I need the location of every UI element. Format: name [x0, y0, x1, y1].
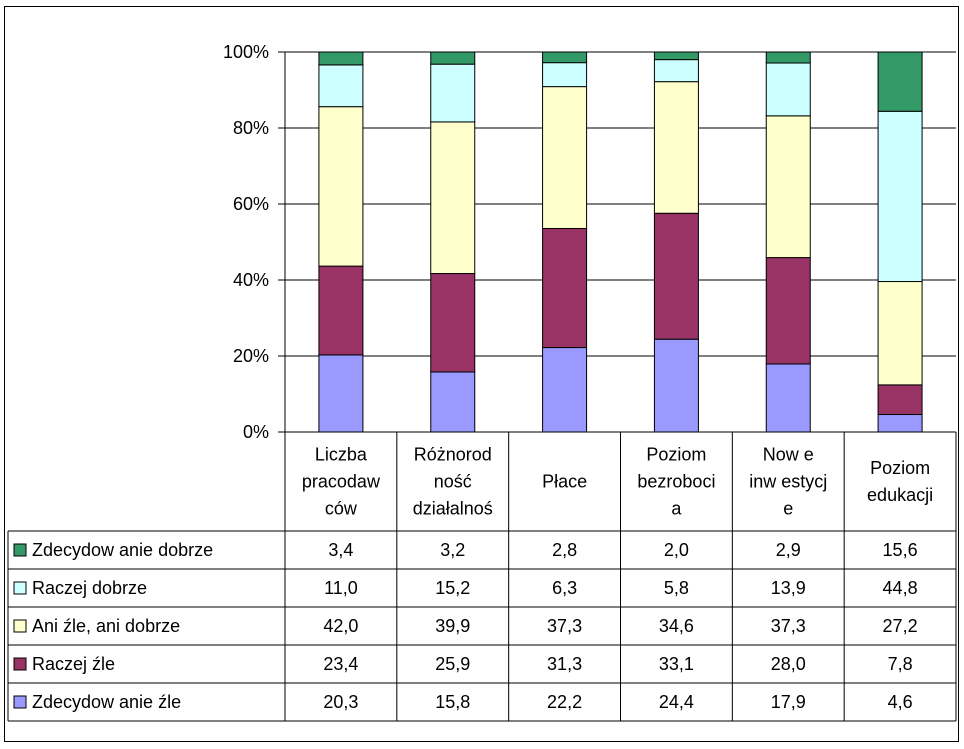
- data-table-cell: 5,8: [664, 578, 689, 598]
- bar-segment: [430, 273, 476, 373]
- bar-segment: [430, 63, 476, 123]
- y-tick-label: 100%: [223, 42, 269, 62]
- legend-key: [13, 657, 27, 671]
- category-label: pracodaw: [302, 472, 381, 492]
- y-tick-label: 80%: [233, 118, 269, 138]
- data-table-cell: 28,0: [771, 654, 806, 674]
- data-table-cell: 27,2: [883, 616, 918, 636]
- data-table-cell: 23,4: [323, 654, 358, 674]
- bar-segment: [542, 86, 588, 229]
- data-table-cell: 4,6: [888, 692, 913, 712]
- legend-label: Zdecydow anie dobrze: [32, 540, 213, 560]
- category-label: ców: [325, 499, 358, 519]
- data-table-cell: 37,3: [771, 616, 806, 636]
- data-table-cell: 3,4: [328, 540, 353, 560]
- bar-segment: [430, 51, 476, 65]
- bar-segment: [765, 115, 811, 259]
- y-tick-label: 60%: [233, 194, 269, 214]
- legend-label: Zdecydow anie źle: [32, 692, 181, 712]
- legend-key: [13, 543, 27, 557]
- data-table-cell: 11,0: [324, 578, 358, 598]
- bar-segment: [765, 51, 811, 64]
- data-table-cell: 2,0: [664, 540, 689, 560]
- category-label: ność: [434, 472, 472, 492]
- bar-segment: [542, 51, 588, 64]
- category-label: bezroboci: [637, 472, 715, 492]
- bar-segment: [765, 62, 811, 117]
- bar-segment: [653, 51, 699, 61]
- bar-segment: [765, 363, 811, 433]
- legend-label: Raczej dobrze: [32, 578, 147, 598]
- data-table-cell: 2,8: [552, 540, 577, 560]
- data-table-cell: 24,4: [659, 692, 694, 712]
- bar-segment: [318, 354, 364, 433]
- data-table-cell: 33,1: [659, 654, 694, 674]
- bar-segment: [877, 110, 923, 283]
- bar-segment: [877, 414, 923, 433]
- bar-segment: [877, 281, 923, 386]
- data-table-cell: 44,8: [883, 578, 918, 598]
- category-label: działalnoś: [413, 499, 493, 519]
- legend-key: [13, 619, 27, 633]
- bar-segment: [765, 257, 811, 365]
- data-table-cell: 15,2: [435, 578, 470, 598]
- chart-frame: 0% 20% 40% 60% 80% 100% Liczba pracodaw ców Różno…: [4, 6, 959, 742]
- data-table-cell: 13,9: [771, 578, 806, 598]
- data-table-cell: 31,3: [547, 654, 582, 674]
- bar-segment: [430, 121, 476, 275]
- bar-segment: [653, 338, 699, 433]
- bar-segment: [542, 227, 588, 349]
- bar-segment: [318, 265, 364, 356]
- bar-segment: [542, 347, 588, 433]
- bar-segment: [318, 64, 364, 108]
- category-label: edukacji: [867, 485, 933, 505]
- data-table-cell: 15,6: [883, 540, 918, 560]
- data-table-cell: 34,6: [659, 616, 694, 636]
- bar-segment: [542, 62, 588, 88]
- data-table-cell: 42,0: [323, 616, 358, 636]
- legend-label: Ani źle, ani dobrze: [32, 616, 180, 636]
- data-table-cell: 7,8: [888, 654, 913, 674]
- category-label: inw estycj: [749, 472, 827, 492]
- bar-segment: [430, 371, 476, 433]
- bar-segment: [318, 51, 364, 66]
- category-label: a: [671, 499, 682, 519]
- y-tick-label: 20%: [233, 346, 269, 366]
- y-tick-label: 0%: [243, 422, 269, 442]
- bar-segment: [318, 106, 364, 267]
- bar-segment: [653, 59, 699, 83]
- data-table-cell: 3,2: [440, 540, 465, 560]
- data-table-cell: 37,3: [547, 616, 582, 636]
- category-label: Poziom: [646, 445, 706, 465]
- category-label: Płace: [542, 472, 587, 492]
- category-label: Now e: [763, 445, 814, 465]
- data-table-cell: 25,9: [435, 654, 470, 674]
- legend-key: [13, 581, 27, 595]
- data-table-cell: 17,9: [771, 692, 806, 712]
- data-table-cell: 22,2: [547, 692, 582, 712]
- data-table-cell: 6,3: [552, 578, 577, 598]
- data-table-cell: 39,9: [435, 616, 470, 636]
- category-label: Poziom: [870, 458, 930, 478]
- bar-segment: [653, 212, 699, 340]
- bar-segment: [877, 384, 923, 416]
- data-table-cell: 2,9: [776, 540, 801, 560]
- category-label: Liczba: [315, 445, 368, 465]
- bar-segment: [653, 81, 699, 214]
- data-table-cell: 20,3: [323, 692, 358, 712]
- stacked-bar-chart: 0% 20% 40% 60% 80% 100% Liczba pracodaw ców Różno…: [7, 42, 957, 722]
- y-tick-label: 40%: [233, 270, 269, 290]
- category-label: e: [783, 499, 793, 519]
- category-label: Różnorod: [414, 445, 492, 465]
- data-table-cell: 15,8: [435, 692, 470, 712]
- legend-key: [13, 695, 27, 709]
- legend-label: Raczej źle: [32, 654, 115, 674]
- bar-segment: [877, 51, 923, 112]
